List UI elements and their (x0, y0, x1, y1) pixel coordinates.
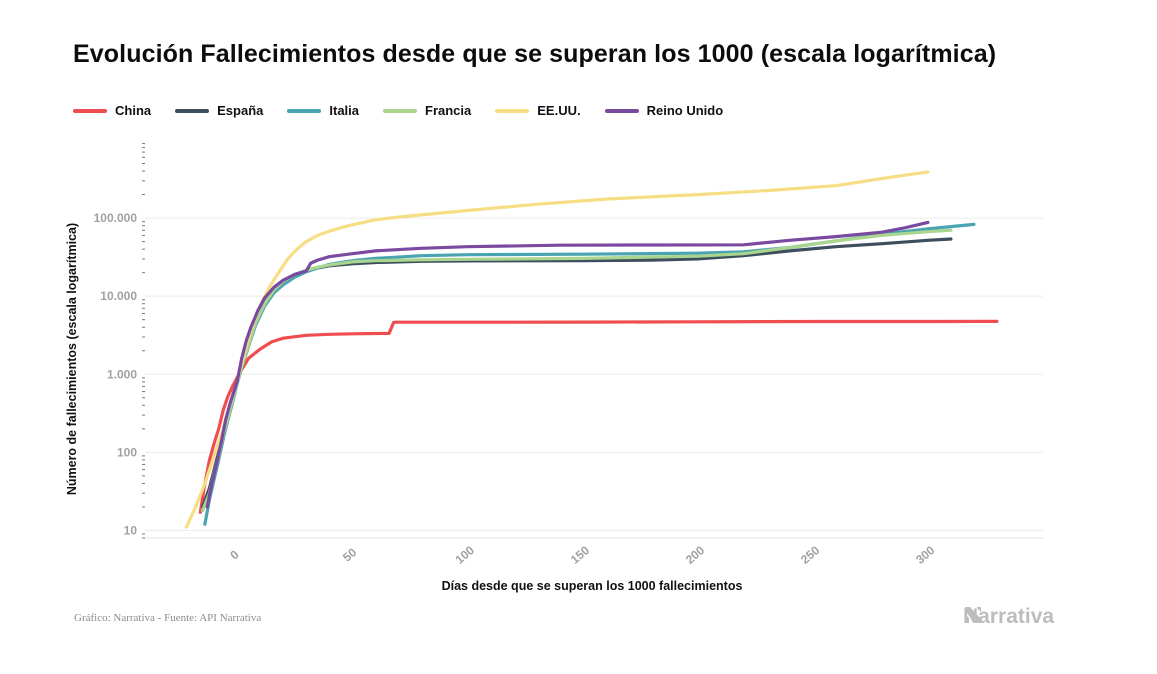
series-line-ee-uu- (184, 170, 930, 529)
legend-item: Francia (383, 103, 471, 118)
brand-name: Narrativa (963, 605, 1055, 628)
y-tick-label: 10 (124, 523, 138, 537)
series-line-china (198, 319, 999, 515)
y-tick-label: 1.000 (107, 367, 137, 381)
legend-swatch (604, 108, 639, 113)
legend-swatch (495, 108, 530, 113)
y-tick-label: 10.000 (100, 289, 137, 303)
y-tick-label: 100 (117, 445, 137, 459)
chart-title: Evolución Fallecimientos desde que se su… (73, 40, 997, 68)
x-axis-title: Días desde que se superan los 1000 falle… (442, 579, 743, 593)
x-tick-label: 300 (913, 543, 938, 567)
y-axis-title: Número de fallecimientos (escala logarít… (65, 223, 79, 495)
source-note: Gráfico: Narrativa - Fuente: API Narrati… (74, 612, 262, 624)
x-tick-label: 50 (340, 545, 359, 565)
x-tick-label: 0 (227, 547, 241, 562)
brand-logo: Narrativa (963, 605, 1054, 629)
legend-label: España (217, 103, 264, 118)
legend-item: Reino Unido (604, 103, 724, 118)
x-tick-label: 100 (453, 543, 478, 567)
x-tick-label: 150 (568, 543, 593, 567)
legend-label: EE.UU. (537, 103, 581, 118)
legend-item: España (175, 103, 263, 118)
legend-label: China (115, 103, 152, 118)
legend-label: Francia (425, 103, 472, 118)
x-tick-label: 250 (798, 543, 823, 567)
series-line-españa (201, 237, 953, 509)
x-tick-label: 200 (683, 543, 708, 567)
legend-item: China (73, 103, 151, 118)
legend-item: Italia (287, 103, 359, 118)
narrativa-logo-icon (965, 607, 981, 623)
legend-swatch (73, 108, 107, 113)
legend-swatch (383, 108, 417, 113)
legend-swatch (287, 108, 322, 113)
chart-legend: China España Italia Francia EE.UU. Reino Unid… (73, 103, 747, 118)
series-line-reino-unido (205, 220, 930, 509)
legend-item: EE.UU. (495, 103, 581, 118)
legend-swatch (175, 108, 210, 113)
series-line-francia (201, 228, 953, 513)
y-tick-label: 100.000 (94, 211, 138, 225)
legend-label: Italia (329, 103, 359, 118)
legend-label: Reino Unido (646, 103, 724, 118)
